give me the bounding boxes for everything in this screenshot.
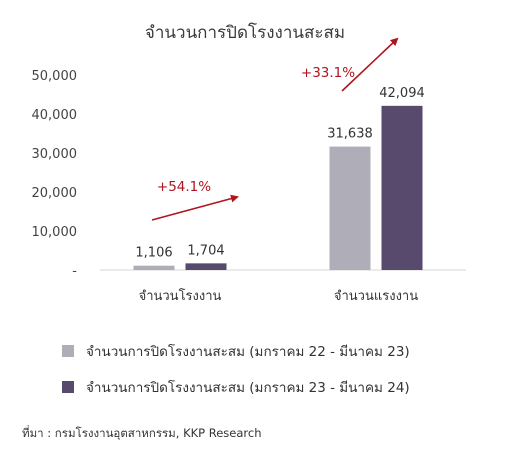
- y-tick-label: 30,000: [32, 147, 78, 162]
- bar: [381, 105, 423, 270]
- chart-title: จำนวนการปิดโรงงานสะสม: [145, 22, 345, 43]
- category-label: จำนวนแรงงาน: [334, 289, 418, 304]
- data-label: 1,704: [187, 243, 224, 258]
- y-axis: - 10,000 20,000 30,000 40,000 50,000: [32, 69, 78, 279]
- y-tick-label: -: [72, 264, 77, 279]
- category-label: จำนวนโรงงาน: [139, 288, 222, 304]
- growth-label: +33.1%: [301, 65, 355, 81]
- source-note: ที่มา : กรมโรงงานอุตสาหกรรม, KKP Researc…: [22, 426, 262, 440]
- legend-item-series-2: จำนวนการปิดโรงงานสะสม (มกราคม 23 - มีนาค…: [62, 376, 410, 398]
- value-labels: 1,106 1,704 31,638 42,094: [135, 86, 424, 261]
- y-tick-label: 10,000: [32, 225, 78, 240]
- legend-swatch-series-2: [62, 381, 74, 393]
- legend-label-series-2: จำนวนการปิดโรงงานสะสม (มกราคม 23 - มีนาค…: [86, 380, 410, 396]
- legend-label-series-1: จำนวนการปิดโรงงานสะสม (มกราคม 22 - มีนาค…: [86, 344, 410, 360]
- chart: จำนวนการปิดโรงงานสะสม - 10,000 20,000 30,00…: [32, 22, 466, 304]
- data-label: 42,094: [379, 86, 425, 101]
- bar: [185, 263, 227, 270]
- y-tick-label: 40,000: [32, 108, 78, 123]
- growth-label: +54.1%: [157, 179, 211, 195]
- growth-arrow: [151, 194, 239, 221]
- legend-swatch-series-1: [62, 345, 74, 357]
- growth-annotations: +54.1% +33.1%: [151, 37, 399, 221]
- legend-item-series-1: จำนวนการปิดโรงงานสะสม (มกราคม 22 - มีนาค…: [62, 340, 410, 362]
- data-label: 31,638: [327, 127, 373, 142]
- y-tick-label: 50,000: [32, 69, 78, 84]
- data-label: 1,106: [135, 246, 172, 261]
- bar: [133, 265, 175, 270]
- bars: [133, 105, 423, 270]
- growth-arrow: [341, 37, 399, 92]
- y-tick-label: 20,000: [32, 186, 78, 201]
- bar: [329, 146, 371, 270]
- category-labels: จำนวนโรงงาน จำนวนแรงงาน: [139, 288, 419, 304]
